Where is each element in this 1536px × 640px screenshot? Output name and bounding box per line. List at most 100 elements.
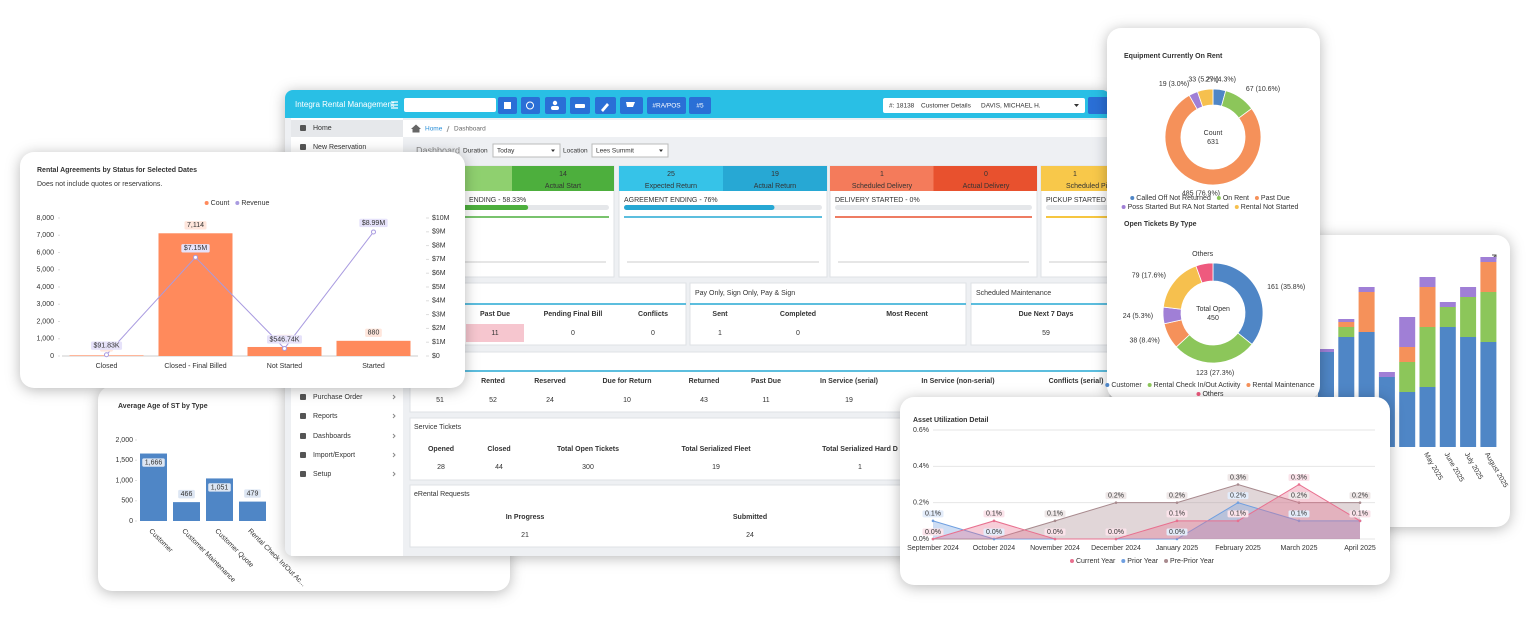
sidebar-icon: [300, 452, 306, 458]
search-box[interactable]: [404, 98, 496, 112]
cell-value: 43: [700, 397, 708, 404]
column-header: Opened: [428, 446, 454, 453]
glyph: [504, 102, 511, 109]
revenue-line: [106, 231, 374, 356]
toolbar-label[interactable]: #RA/POS: [652, 103, 681, 110]
bar-segment: [1358, 292, 1375, 332]
sidebar-item[interactable]: Import/Export: [313, 452, 355, 459]
filter-label: Duration: [463, 148, 488, 155]
data-label-box: [1166, 528, 1188, 536]
card-header-dark: [933, 166, 1037, 191]
app-title: Integra Rental Management: [295, 100, 395, 109]
customer-select[interactable]: [883, 98, 1085, 113]
data-label-box: [1288, 492, 1310, 500]
alert-cell: [466, 324, 524, 342]
toolbar-label[interactable]: #5: [696, 103, 704, 110]
legend-marker: [1254, 196, 1259, 200]
bar-segment: [1399, 362, 1416, 392]
data-label-box: [181, 244, 210, 253]
panel-title: eRental Requests: [414, 491, 470, 498]
legend-marker: [235, 201, 240, 205]
tool-button[interactable]: [689, 97, 711, 114]
legend-label: Revenue: [241, 200, 269, 207]
y2-tick-label: $8M: [432, 242, 446, 249]
sidebar-item[interactable]: Home: [313, 125, 332, 132]
dashboard-window: Integra Rental Management #RA/POS #5 #: …: [285, 90, 1122, 556]
page-title: Dashboard: [416, 145, 460, 155]
rental-agreements-card: Rental Agreements by Status for Selected…: [20, 152, 465, 388]
x-tick-label: Started: [362, 363, 385, 370]
slice-label: 67 (10.6%): [1246, 86, 1280, 93]
slice-label: 485 (76.9%): [1182, 191, 1220, 198]
y-tick-label: 4,000: [36, 284, 54, 291]
point: [1358, 501, 1362, 504]
tool-button[interactable]: [545, 97, 566, 114]
y2-tick-label: $5M: [432, 284, 446, 291]
glyph: [601, 103, 609, 112]
sidebar-item[interactable]: New Reservation: [313, 144, 366, 151]
center-label: Total Open: [1196, 306, 1230, 313]
stat-value: 0: [984, 171, 988, 178]
data-label-box: [1044, 510, 1066, 518]
column-header: Closed: [487, 446, 510, 453]
menu-icon[interactable]: [391, 101, 398, 109]
column-header: In Progress: [506, 514, 545, 521]
y-tick-label: 1,500: [115, 457, 133, 464]
cell-value: 59: [1042, 330, 1050, 337]
legend-marker: [1164, 559, 1169, 563]
center-value: 450: [1207, 315, 1219, 322]
sidebar-item[interactable]: Purchase Order: [313, 394, 363, 401]
legend-label: Poss Started But RA Not Started: [1128, 204, 1229, 211]
point: [1053, 519, 1057, 523]
column-header: Conflicts: [638, 311, 668, 318]
cell-value: 0: [571, 330, 575, 337]
legend-marker: [1246, 383, 1251, 387]
data-label: 0.0%: [1047, 529, 1063, 536]
sidebar-item[interactable]: Reports: [313, 413, 338, 420]
y-tick-label: 0.0%: [913, 536, 929, 543]
column-header: Pending Final Bill: [544, 311, 603, 318]
point: [931, 537, 935, 541]
legend-marker: [1234, 205, 1239, 209]
sidebar-item[interactable]: Dashboards: [313, 433, 351, 440]
toolbar-icons[interactable]: [498, 97, 711, 114]
data-label-box: [244, 489, 261, 498]
point: [1297, 501, 1301, 504]
point: [931, 519, 935, 523]
data-label-box: [142, 458, 165, 467]
slice-label: 19 (3.0%): [1159, 81, 1189, 88]
x-tick-label: Closed: [96, 363, 118, 370]
location-select[interactable]: [591, 143, 669, 158]
bar-segment: [1419, 287, 1436, 327]
data-label: 880: [368, 330, 380, 337]
data-label-box: [184, 221, 207, 230]
progress-label: PICKUP STARTED - 0%: [1046, 197, 1122, 204]
card-header-dark: [723, 166, 827, 191]
tool-button[interactable]: [647, 97, 686, 114]
bar-segment: [1419, 327, 1436, 387]
revenue-point: [193, 254, 198, 260]
data-label-box: [1227, 492, 1249, 500]
legend-label: Past Due: [1261, 195, 1290, 202]
donut-slice: [1195, 262, 1214, 284]
bar-segment: [1439, 302, 1456, 307]
open-button[interactable]: [1088, 97, 1118, 114]
breadcrumb-item[interactable]: Home: [425, 126, 443, 133]
area-line: [932, 483, 1361, 540]
sidebar-item[interactable]: Setup: [313, 471, 331, 478]
bar-segment: [1358, 287, 1375, 292]
legend-label: Others: [1202, 391, 1224, 398]
legend-label: Current Year: [1076, 558, 1116, 565]
slice-label: 24 (5.3%): [1123, 313, 1153, 320]
data-label: 1,051: [211, 484, 229, 491]
duration-select[interactable]: [492, 143, 561, 158]
progress-bar: [624, 205, 775, 210]
data-label-box: [1227, 474, 1249, 481]
area-line: [933, 483, 1360, 540]
point: [1053, 537, 1057, 541]
data-label: 0.0%: [986, 529, 1002, 536]
progress-track: [835, 205, 1032, 210]
tool-button[interactable]: [521, 97, 540, 114]
x-tick-label: September 2024: [907, 545, 959, 552]
